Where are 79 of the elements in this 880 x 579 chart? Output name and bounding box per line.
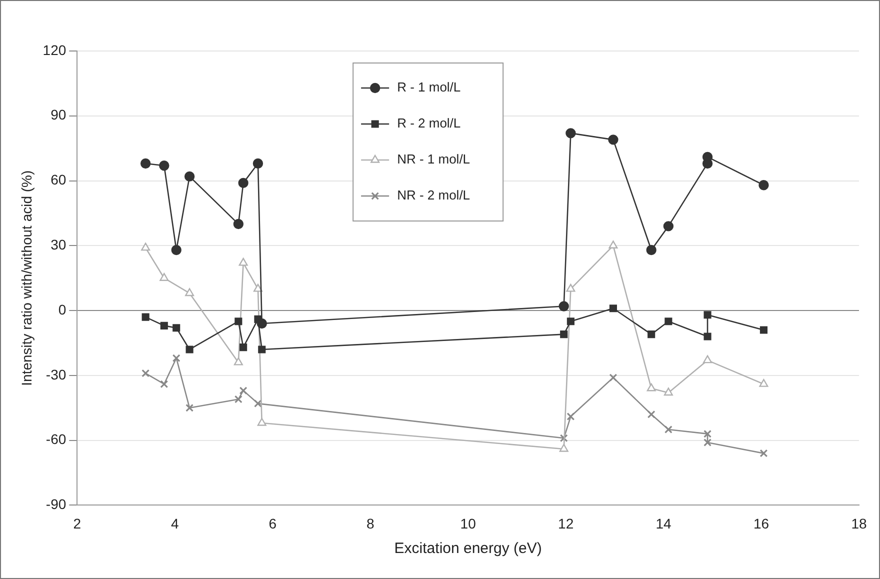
y-tick-label: -60	[46, 431, 66, 448]
point	[141, 242, 150, 251]
point	[758, 180, 769, 190]
point	[239, 386, 248, 395]
point	[559, 444, 568, 452]
point	[646, 244, 656, 256]
y-tick-label: 120	[42, 42, 66, 58]
point	[608, 240, 618, 249]
y-tick-label: 0	[58, 301, 66, 318]
y-tick-label: -90	[46, 496, 66, 512]
point	[646, 383, 656, 392]
point	[186, 346, 194, 354]
point	[664, 388, 673, 396]
point	[663, 221, 674, 232]
point	[234, 357, 243, 366]
point	[704, 311, 712, 319]
point	[647, 410, 656, 418]
y-tick-label: 90	[50, 106, 66, 123]
x-tick-label: 8	[366, 515, 374, 532]
point	[252, 158, 264, 169]
x-tick-label: 16	[753, 515, 770, 532]
legend-label: NR - 2 mol/L	[397, 188, 470, 203]
point	[258, 346, 266, 354]
point	[234, 395, 242, 404]
point	[760, 449, 768, 458]
point	[608, 134, 618, 145]
point	[609, 304, 617, 312]
point	[142, 369, 150, 378]
point	[160, 380, 168, 388]
x-tick-label: 6	[268, 515, 277, 532]
point	[558, 301, 569, 312]
y-tick-label: 30	[50, 236, 66, 253]
point	[560, 434, 568, 442]
point	[160, 322, 168, 330]
legend-label: R - 2 mol/L	[397, 116, 461, 131]
point	[172, 354, 180, 362]
point	[253, 284, 262, 292]
point	[566, 412, 575, 421]
point	[664, 426, 672, 434]
y-tick-label: -30	[46, 366, 66, 382]
point	[240, 344, 248, 352]
point	[704, 332, 712, 340]
point	[186, 404, 194, 412]
legend-label: R - 1 mol/L	[397, 80, 461, 95]
point	[233, 218, 244, 230]
point	[560, 330, 568, 338]
point	[703, 355, 712, 364]
legend-label: NR - 1 mol/L	[397, 152, 470, 167]
point	[566, 318, 574, 326]
point	[234, 318, 242, 326]
point	[238, 258, 248, 266]
point	[159, 160, 170, 171]
point	[648, 330, 656, 338]
point	[664, 318, 672, 326]
point	[609, 374, 618, 382]
x-tick-label: 12	[558, 515, 574, 532]
x-axis-title: Excitation energy (eV)	[394, 540, 542, 558]
point	[256, 318, 267, 329]
x-tick-label: 14	[656, 515, 672, 532]
y-tick-label: 60	[50, 172, 66, 188]
point	[160, 273, 169, 281]
y-axis-title: Intensity ratio with/without acid (%)	[18, 170, 34, 386]
point	[566, 128, 576, 138]
x-tick-label: 4	[170, 515, 179, 532]
point	[140, 158, 151, 169]
point	[759, 378, 768, 387]
point	[257, 418, 266, 426]
point	[184, 171, 195, 182]
point	[142, 313, 150, 321]
point	[171, 244, 182, 256]
point	[172, 324, 180, 332]
point	[254, 400, 262, 408]
point	[238, 178, 248, 188]
point	[566, 284, 576, 292]
point	[185, 288, 194, 296]
point	[760, 326, 768, 334]
x-tick-label: 10	[460, 515, 476, 532]
x-tick-label: 2	[73, 515, 82, 532]
x-tick-label: 18	[851, 515, 867, 532]
